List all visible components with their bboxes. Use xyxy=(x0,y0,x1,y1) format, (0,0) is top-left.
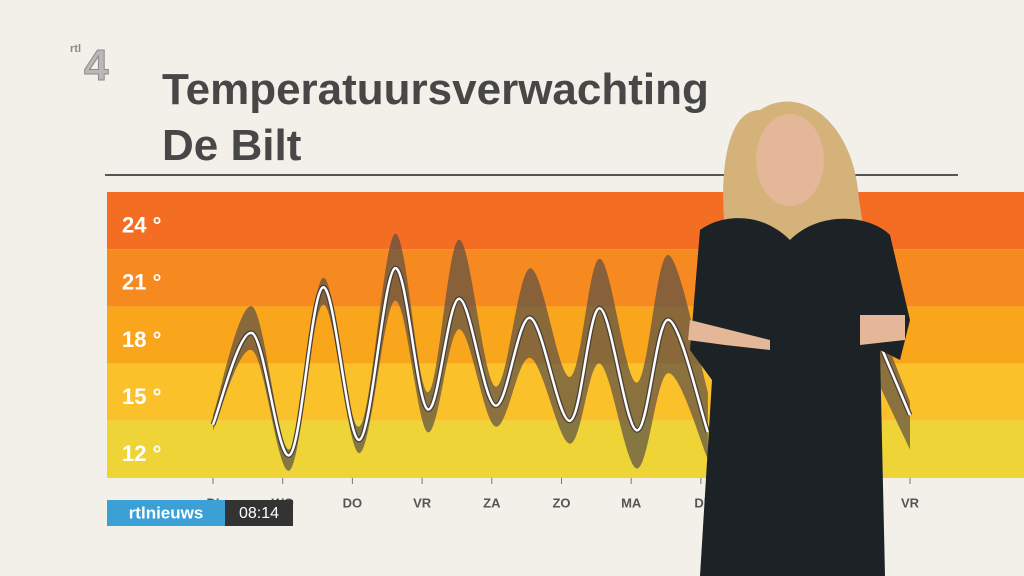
presenter xyxy=(688,101,910,576)
x-tick-label: DO xyxy=(343,495,363,510)
ticker-brand: rtlnieuws xyxy=(129,503,204,522)
y-tick-label: 18 ° xyxy=(122,327,161,352)
x-tick-label: MA xyxy=(621,495,642,510)
channel-prefix: rtl xyxy=(70,43,81,55)
chart-subtitle: De Bilt xyxy=(162,121,302,170)
x-tick-label: DI xyxy=(694,495,707,510)
range-area xyxy=(213,233,708,471)
y-tick-label: 21 ° xyxy=(122,270,161,295)
y-tick-label: 12 ° xyxy=(122,441,161,466)
y-tick-label: 15 ° xyxy=(122,384,161,409)
ticker-brand-box xyxy=(107,500,225,526)
x-tick-label: ZO xyxy=(552,495,570,510)
y-tick-label: 24 ° xyxy=(122,212,161,237)
x-tick-label: ZA xyxy=(483,495,501,510)
chart-title: Temperatuursverwachting xyxy=(162,65,709,114)
ticker-time: 08:14 xyxy=(239,505,279,522)
ticker-time-box xyxy=(225,500,293,526)
line xyxy=(211,267,710,457)
channel-logo: 4 xyxy=(84,41,109,90)
x-tick-label: VR xyxy=(901,495,920,510)
x-tick-label: VR xyxy=(413,495,432,510)
